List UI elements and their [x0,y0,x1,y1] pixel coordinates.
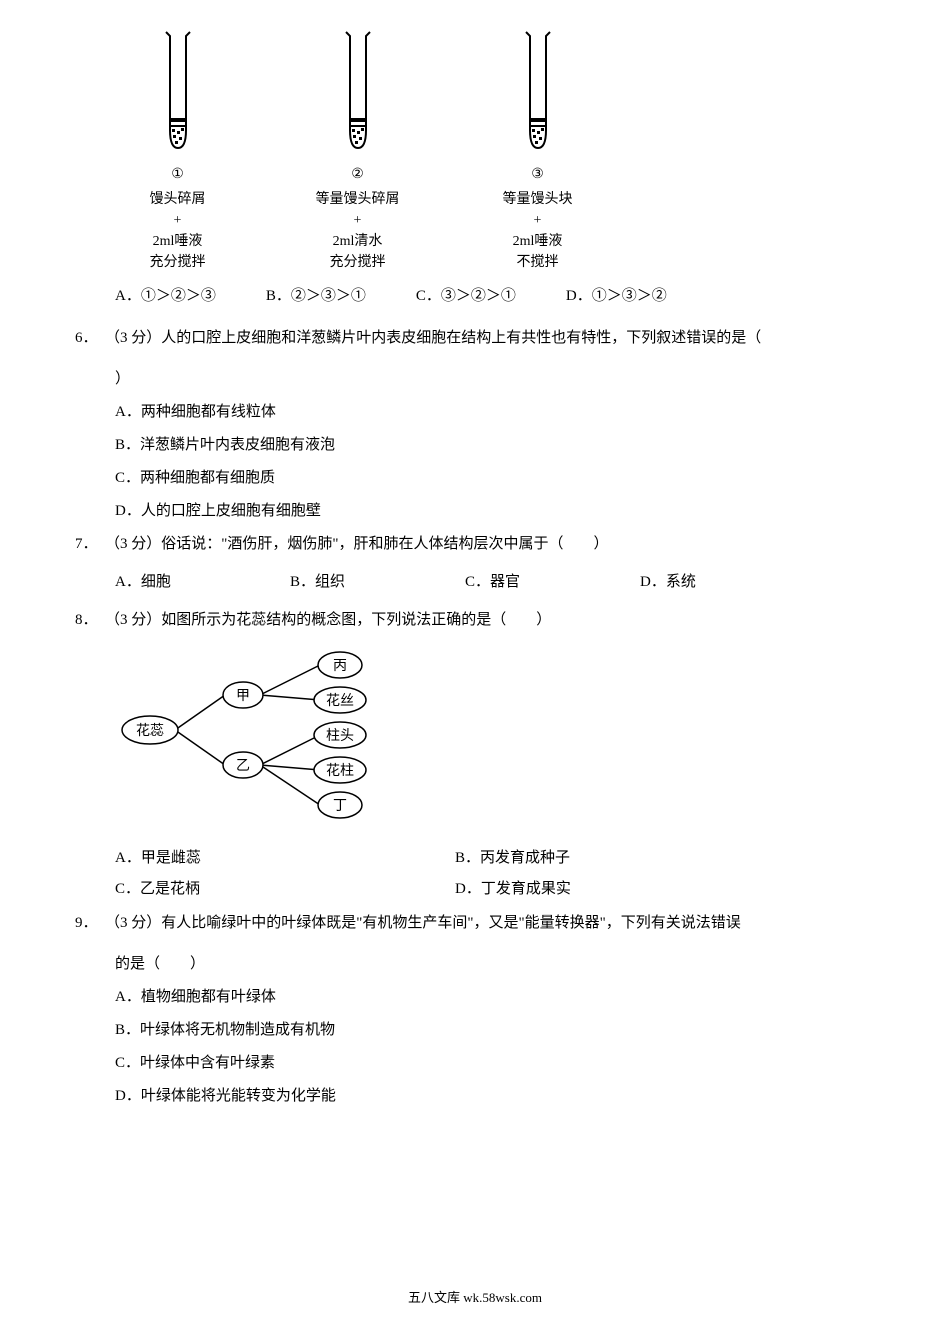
q8-options-row2: C．乙是花柄 D．丁发育成果实 [115,876,865,903]
q8-options-row1: A．甲是雌蕊 B．丙发育成种子 [115,845,865,872]
node-bing: 丙 [333,659,347,674]
tube-2-svg [338,30,378,160]
tube-1: ① 馒头碎屑 + 2ml唾液 充分搅拌 [115,30,240,273]
question-8: 8． （3 分）如图所示为花蕊结构的概念图，下列说法正确的是（ ） [75,604,865,637]
q6-option-d: D．人的口腔上皮细胞有细胞壁 [115,495,865,528]
tube-2: ② 等量馒头碎屑 + 2ml清水 充分搅拌 [295,30,420,273]
q5-option-b: B．②＞③＞① [266,283,366,310]
q8-concept-diagram: 花蕊 甲 乙 丙 花丝 柱头 花柱 丁 [115,645,865,835]
q5-option-a: A．①＞②＞③ [115,283,216,310]
concept-map-svg: 花蕊 甲 乙 丙 花丝 柱头 花柱 丁 [115,645,395,825]
q9-option-b: B．叶绿体将无机物制造成有机物 [115,1014,865,1047]
q7-option-b: B．组织 [290,569,465,596]
question-6: 6． （3 分）人的口腔上皮细胞和洋葱鳞片叶内表皮细胞在结构上有共性也有特性，下… [75,322,865,355]
node-huasi: 花丝 [326,693,354,709]
tube-1-svg [158,30,198,160]
q7-option-a: A．细胞 [115,569,290,596]
q8-num: 8． [75,604,105,637]
q7-option-c: C．器官 [465,569,640,596]
q8-option-d: D．丁发育成果实 [455,876,795,903]
tube-1-num: ① [171,164,184,185]
node-yi: 乙 [236,758,250,774]
q8-option-b: B．丙发育成种子 [455,845,795,872]
page-footer: 五八文库 wk.58wsk.com [0,1286,950,1309]
node-jia: 甲 [236,689,250,704]
q8-option-c: C．乙是花柄 [115,876,455,903]
q5-option-d: D．①＞③＞② [566,283,667,310]
q7-num: 7． [75,528,105,561]
q9-text2: 的是（ ） [115,948,865,981]
node-ding: 丁 [333,799,347,814]
test-tube-diagram: ① 馒头碎屑 + 2ml唾液 充分搅拌 ② 等量馒头碎屑 + 2ml清水 充分搅… [115,30,865,273]
question-9: 9． （3 分）有人比喻绿叶中的叶绿体既是"有机物生产车间"，又是"能量转换器"… [75,907,865,940]
q9-option-c: C．叶绿体中含有叶绿素 [115,1047,865,1080]
q6-paren-close: ） [115,363,865,396]
q6-option-b: B．洋葱鳞片叶内表皮细胞有液泡 [115,429,865,462]
tube-3: ③ 等量馒头块 + 2ml唾液 不搅拌 [475,30,600,273]
tube-2-content: 等量馒头碎屑 + 2ml清水 充分搅拌 [316,189,400,273]
tube-2-num: ② [351,164,364,185]
q7-options: A．细胞 B．组织 C．器官 D．系统 [115,569,865,596]
q5-options: A．①＞②＞③ B．②＞③＞① C．③＞②＞① D．①＞③＞② [115,283,865,310]
question-7: 7． （3 分）俗话说："酒伤肝，烟伤肺"，肝和肺在人体结构层次中属于（ ） [75,528,865,561]
q9-option-d: D．叶绿体能将光能转变为化学能 [115,1080,865,1113]
node-root: 花蕊 [136,723,164,739]
q6-option-c: C．两种细胞都有细胞质 [115,462,865,495]
q9-text: （3 分）有人比喻绿叶中的叶绿体既是"有机物生产车间"，又是"能量转换器"，下列… [105,907,865,940]
node-zhutou: 柱头 [326,728,354,744]
tube-3-content: 等量馒头块 + 2ml唾液 不搅拌 [503,189,573,273]
q7-option-d: D．系统 [640,569,815,596]
q7-text: （3 分）俗话说："酒伤肝，烟伤肺"，肝和肺在人体结构层次中属于（ ） [105,528,865,561]
q8-text: （3 分）如图所示为花蕊结构的概念图，下列说法正确的是（ ） [105,604,865,637]
q5-option-c: C．③＞②＞① [416,283,516,310]
q6-option-a: A．两种细胞都有线粒体 [115,396,865,429]
tube-3-num: ③ [531,164,544,185]
q8-option-a: A．甲是雌蕊 [115,845,455,872]
q6-num: 6． [75,322,105,355]
node-huazhu: 花柱 [326,763,354,779]
tube-1-content: 馒头碎屑 + 2ml唾液 充分搅拌 [150,189,206,273]
q9-option-a: A．植物细胞都有叶绿体 [115,981,865,1014]
q9-num: 9． [75,907,105,940]
q6-text: （3 分）人的口腔上皮细胞和洋葱鳞片叶内表皮细胞在结构上有共性也有特性，下列叙述… [105,322,865,355]
tube-3-svg [518,30,558,160]
